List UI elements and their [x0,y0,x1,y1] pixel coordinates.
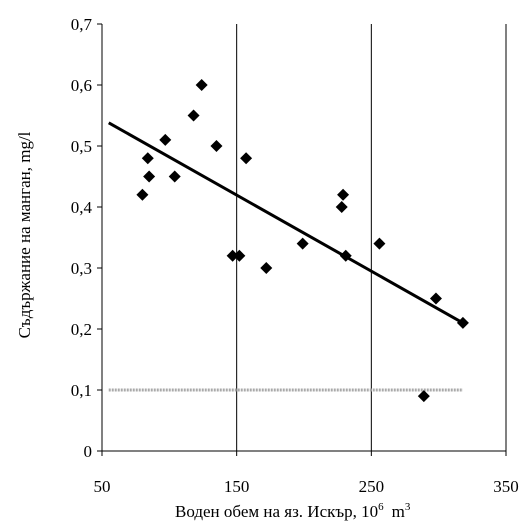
data-point-0 [136,188,149,201]
y-tick-label-5: 0,5 [71,137,92,156]
axes [97,23,507,456]
data-point-2 [143,170,156,183]
y-tick-label-1: 0,1 [71,381,92,400]
x-tick-label-1: 150 [224,477,250,496]
x-axis-title-exponent: 6 [378,501,384,513]
data-point-11 [260,262,273,274]
x-axis-title-unit-exponent: 3 [405,501,411,513]
x-tick-label-2: 250 [359,477,385,496]
x-tick-label-0: 50 [94,477,111,496]
data-point-4 [168,170,181,183]
x-axis-title: Воден обем на яз. Искър, 106 m3 [175,501,411,521]
data-point-6 [195,79,208,91]
data-point-19 [456,316,469,329]
trendline-layer [107,121,464,325]
data-point-17 [417,390,430,403]
data-point-14 [337,188,350,201]
data-point-18 [429,292,442,305]
data-point-13 [335,201,348,213]
trendline [107,121,464,325]
gridlines [236,24,507,451]
y-tick-label-6: 0,6 [71,76,92,95]
y-tick-label-3: 0,3 [71,259,92,278]
data-point-10 [240,152,253,165]
data-point-9 [233,249,246,262]
data-points [136,79,469,403]
y-tick-label-7: 0,7 [71,15,93,34]
data-point-16 [373,237,386,250]
data-point-1 [141,152,154,165]
data-point-3 [159,133,172,146]
data-point-7 [210,140,223,152]
tick-labels: 0 0,1 0,2 0,3 0,4 0,5 0,6 0,7 50 150 250 350 [71,15,519,496]
data-point-15 [339,249,352,262]
data-point-8 [226,249,239,262]
x-tick-label-3: 350 [493,477,519,496]
y-axis-title: Съдържание на манган, mg/l [15,131,34,338]
y-tick-label-0: 0 [84,442,93,461]
x-axis-title-unit: m [392,502,405,521]
y-tick-label-4: 0,4 [71,198,93,217]
x-axis-title-text: Воден обем на яз. Искър, 10 [175,502,378,521]
y-tick-label-2: 0,2 [71,320,92,339]
data-point-5 [187,109,200,122]
data-point-12 [296,237,309,250]
